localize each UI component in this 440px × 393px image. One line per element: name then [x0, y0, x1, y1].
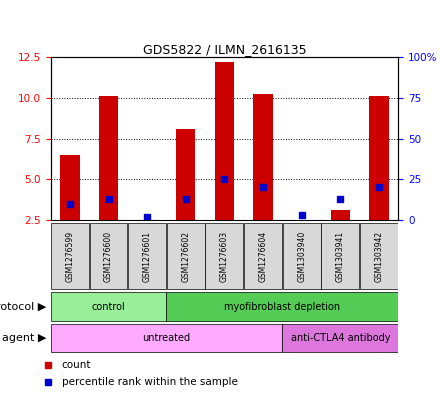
- Bar: [292, 220, 312, 222]
- FancyBboxPatch shape: [360, 223, 398, 289]
- Bar: [176, 129, 195, 220]
- Text: percentile rank within the sample: percentile rank within the sample: [62, 377, 238, 387]
- Text: GSM1276599: GSM1276599: [66, 231, 74, 282]
- FancyBboxPatch shape: [51, 223, 89, 289]
- Bar: [215, 62, 234, 220]
- FancyBboxPatch shape: [90, 223, 128, 289]
- FancyBboxPatch shape: [167, 223, 205, 289]
- FancyBboxPatch shape: [244, 223, 282, 289]
- Text: GSM1303942: GSM1303942: [374, 231, 383, 282]
- Text: count: count: [62, 360, 91, 370]
- Text: anti-CTLA4 antibody: anti-CTLA4 antibody: [290, 333, 390, 343]
- Bar: [137, 220, 157, 222]
- Title: GDS5822 / ILMN_2616135: GDS5822 / ILMN_2616135: [143, 43, 306, 56]
- Text: GSM1303941: GSM1303941: [336, 231, 345, 282]
- Bar: [369, 96, 389, 220]
- FancyBboxPatch shape: [321, 223, 359, 289]
- FancyBboxPatch shape: [51, 292, 166, 321]
- Bar: [253, 94, 273, 220]
- Text: agent ▶: agent ▶: [2, 333, 46, 343]
- Text: control: control: [92, 301, 125, 312]
- Text: untreated: untreated: [143, 333, 191, 343]
- Text: GSM1276601: GSM1276601: [143, 231, 152, 282]
- Text: GSM1303940: GSM1303940: [297, 231, 306, 282]
- Bar: [99, 96, 118, 220]
- FancyBboxPatch shape: [283, 223, 321, 289]
- Bar: [330, 210, 350, 220]
- Text: myofibroblast depletion: myofibroblast depletion: [224, 301, 341, 312]
- Text: GSM1276604: GSM1276604: [259, 231, 268, 282]
- FancyBboxPatch shape: [166, 292, 398, 321]
- FancyBboxPatch shape: [282, 324, 398, 352]
- Bar: [60, 155, 80, 220]
- FancyBboxPatch shape: [205, 223, 243, 289]
- Text: GSM1276603: GSM1276603: [220, 231, 229, 282]
- Text: GSM1276600: GSM1276600: [104, 231, 113, 282]
- FancyBboxPatch shape: [128, 223, 166, 289]
- FancyBboxPatch shape: [51, 324, 282, 352]
- Text: protocol ▶: protocol ▶: [0, 301, 46, 312]
- Text: GSM1276602: GSM1276602: [181, 231, 190, 282]
